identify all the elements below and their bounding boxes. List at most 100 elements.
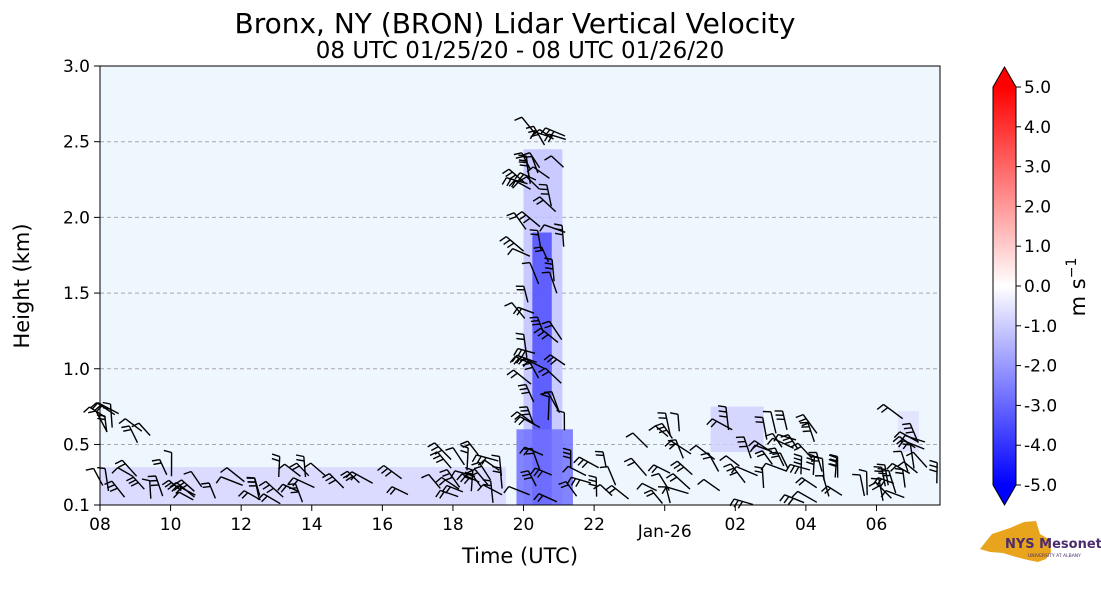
wind-barb bbox=[539, 224, 566, 233]
wind-barb bbox=[729, 498, 754, 509]
wind-barb bbox=[670, 460, 693, 476]
wind-barb bbox=[852, 473, 866, 497]
colorbar-unit-exponent: −1 bbox=[1064, 258, 1080, 279]
wind-barb bbox=[880, 489, 905, 499]
wind-barb bbox=[510, 411, 535, 425]
wind-barb bbox=[491, 454, 503, 476]
colorbar-extend-min bbox=[993, 485, 1016, 505]
wind-barb bbox=[429, 451, 452, 469]
x-tick-label: 08 bbox=[89, 515, 111, 535]
wind-barb bbox=[599, 465, 617, 486]
y-tick-label: 1.5 bbox=[63, 284, 90, 304]
y-axis: 0.1 0.5 1.0 1.5 2.0 2.5 3.0 bbox=[63, 57, 100, 516]
wind-barb bbox=[556, 409, 566, 431]
wind-barb bbox=[562, 447, 572, 469]
wind-barb bbox=[525, 125, 546, 146]
wind-barb bbox=[506, 369, 532, 385]
wind-barb bbox=[669, 412, 680, 432]
wind-barb bbox=[238, 490, 261, 501]
wind-barb bbox=[541, 393, 550, 421]
wind-barbs bbox=[83, 116, 938, 509]
wind-barb bbox=[749, 444, 773, 453]
nys-mesonet-logo: NYS Mesonet UNIVERSITY AT ALBANY bbox=[980, 521, 1101, 562]
wind-barb bbox=[785, 463, 811, 475]
wind-barb bbox=[791, 490, 818, 503]
colorbar-tick-label: -1.0 bbox=[1024, 317, 1057, 337]
wind-barb bbox=[689, 444, 716, 460]
wind-barb bbox=[246, 476, 260, 498]
wind-barb bbox=[719, 455, 740, 467]
wind-barb bbox=[793, 453, 803, 475]
wind-barb bbox=[163, 449, 173, 477]
wind-barb bbox=[421, 473, 441, 489]
colorbar-tick-label: 1.0 bbox=[1024, 237, 1051, 257]
plot-frame bbox=[99, 65, 941, 506]
x-tick-label: 16 bbox=[372, 515, 394, 535]
wind-barb bbox=[898, 440, 925, 450]
wind-barb bbox=[85, 467, 104, 486]
wind-barb bbox=[829, 453, 839, 478]
wind-barb bbox=[504, 302, 526, 319]
wind-barb bbox=[905, 451, 928, 468]
y-tick-label: 3.0 bbox=[63, 57, 90, 77]
colorbar-tick-label: 4.0 bbox=[1024, 118, 1051, 138]
wind-barb bbox=[648, 425, 669, 438]
wind-barb bbox=[533, 327, 559, 343]
colorbar-ticks: 5.0 4.0 3.0 2.0 1.0 0.0 -1.0 -2.0 -3.0 -4.0 -5.0 bbox=[1016, 78, 1057, 496]
wind-barb bbox=[471, 454, 499, 465]
wind-barb bbox=[623, 457, 648, 477]
wind-barb bbox=[593, 484, 613, 497]
wind-barb bbox=[477, 484, 503, 496]
wind-barb bbox=[169, 481, 195, 498]
x-axis: 08 10 12 14 16 18 20 22 Jan-26 02 04 06 bbox=[89, 505, 887, 542]
wind-barb bbox=[894, 467, 906, 488]
wind-barb bbox=[533, 246, 550, 263]
wind-barb bbox=[172, 491, 194, 501]
wind-barb bbox=[543, 354, 566, 366]
logo-text: NYS Mesonet bbox=[1005, 537, 1101, 552]
colorbar-extend-max bbox=[993, 67, 1016, 87]
wind-barb bbox=[503, 485, 530, 496]
wind-barb bbox=[147, 475, 164, 497]
wind-barb bbox=[876, 403, 904, 420]
wind-barb bbox=[174, 479, 195, 492]
wind-barb bbox=[779, 494, 805, 506]
wind-barb bbox=[161, 479, 182, 492]
wind-barb bbox=[760, 462, 788, 472]
wind-barb bbox=[460, 440, 479, 456]
wind-barb bbox=[657, 486, 671, 504]
wind-barb bbox=[767, 447, 785, 467]
y-tick-label: 2.5 bbox=[63, 133, 90, 153]
wind-barb bbox=[532, 196, 557, 213]
wind-barb bbox=[821, 485, 843, 496]
x-tick-label: 12 bbox=[230, 515, 252, 535]
wind-barb bbox=[501, 177, 528, 188]
wind-barb bbox=[886, 462, 911, 475]
wind-barb bbox=[445, 447, 465, 466]
chart-subtitle: 08 UTC 01/25/20 - 08 UTC 01/26/20 bbox=[316, 38, 725, 64]
wind-barb bbox=[111, 466, 134, 478]
wind-barb bbox=[515, 285, 529, 303]
wind-barb bbox=[141, 478, 152, 499]
colorbar-unit: m s bbox=[1066, 278, 1090, 316]
y-tick-label: 0.5 bbox=[63, 435, 90, 455]
colorbar-label: m s−1 bbox=[1064, 258, 1090, 317]
wind-barb bbox=[118, 418, 143, 432]
velocity-region bbox=[516, 429, 573, 505]
wind-barb bbox=[544, 257, 555, 282]
wind-barb bbox=[515, 211, 541, 228]
wind-barb bbox=[529, 316, 545, 334]
wind-barb bbox=[513, 347, 536, 358]
wind-barb bbox=[386, 486, 409, 496]
wind-barb bbox=[795, 413, 818, 434]
wind-barb bbox=[872, 476, 895, 488]
wind-barb bbox=[519, 406, 534, 424]
wind-barb bbox=[814, 456, 825, 481]
x-tick-label: 06 bbox=[866, 515, 888, 535]
wind-barb bbox=[594, 450, 607, 468]
wind-barb bbox=[201, 482, 217, 499]
wind-barb bbox=[900, 434, 926, 443]
wind-barb bbox=[870, 477, 884, 501]
wind-barb bbox=[524, 447, 541, 471]
